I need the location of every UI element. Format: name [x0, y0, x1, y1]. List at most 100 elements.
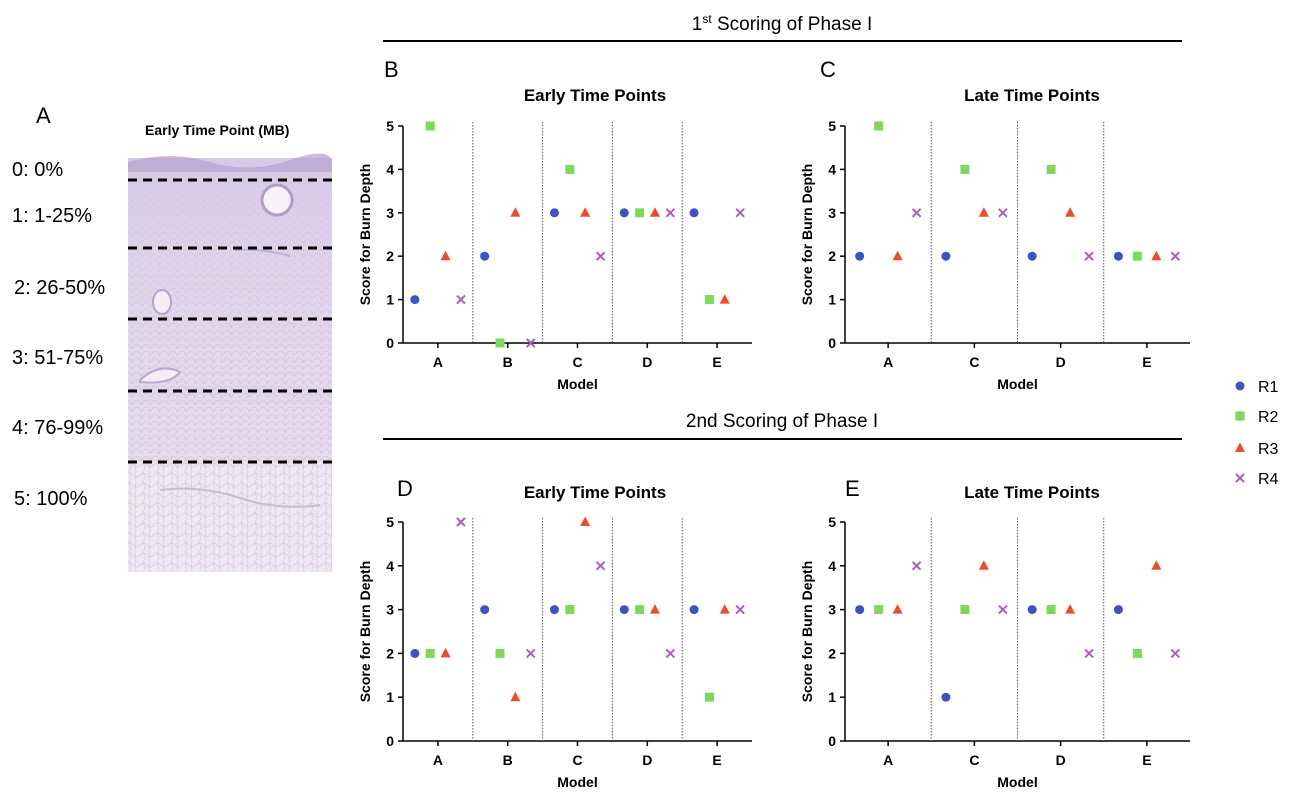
y-tick-label: 2 — [386, 248, 394, 264]
y-tick-label: 3 — [386, 602, 394, 618]
data-point-r3 — [1065, 604, 1076, 614]
data-point-r1 — [1027, 605, 1037, 615]
data-point-r4 — [526, 648, 536, 659]
legend-label: R4 — [1258, 471, 1279, 488]
legend-marker-cross — [1235, 473, 1245, 483]
data-point-r1 — [1113, 251, 1123, 261]
data-point-r1 — [941, 692, 951, 702]
data-point-r4 — [456, 517, 466, 527]
data-point-r3 — [892, 604, 903, 614]
x-tick-label: A — [433, 752, 443, 768]
panel-a: A Early Time Point (MB) 0: 0% 1: 1-25% 2: … — [12, 103, 332, 572]
data-point-r2 — [425, 648, 435, 658]
data-point-r4 — [911, 208, 922, 218]
x-tick-label: B — [503, 354, 513, 370]
data-point-r2 — [635, 605, 645, 615]
data-point-r2 — [1046, 605, 1056, 615]
data-point-r2 — [495, 648, 505, 658]
data-point-r4 — [665, 648, 676, 659]
data-point-r4 — [665, 208, 676, 218]
data-point-r2 — [425, 121, 435, 131]
y-tick-label: 5 — [386, 118, 394, 134]
y-tick-label: 4 — [386, 161, 394, 177]
y-tick-label: 4 — [828, 161, 836, 177]
burn-depth-level-label: 1: 1-25% — [12, 205, 92, 227]
y-tick-label: 5 — [386, 514, 394, 530]
y-tick-label: 1 — [386, 292, 394, 308]
data-point-r2 — [960, 164, 970, 174]
data-point-r4 — [1170, 251, 1181, 261]
legend-entry-r4: R4 — [1235, 471, 1279, 488]
x-tick-label: D — [642, 354, 652, 370]
data-point-r1 — [480, 605, 490, 615]
x-tick-label: C — [969, 752, 979, 768]
legend-entry-r2: R2 — [1235, 409, 1279, 426]
x-tick-label: E — [1142, 752, 1151, 768]
y-axis-label: Score for Burn Depth — [357, 561, 373, 703]
y-tick-label: 3 — [828, 205, 836, 221]
x-tick-label: C — [572, 752, 582, 768]
panel-a-letter: A — [36, 103, 51, 128]
x-tick-label: E — [712, 752, 721, 768]
data-point-r4 — [911, 561, 922, 571]
data-point-r4 — [595, 561, 606, 571]
chart-panel-d: D Early Time Points Score for Burn Depth Mo… — [357, 476, 752, 790]
data-point-r2 — [960, 605, 970, 615]
data-point-r1 — [410, 648, 420, 658]
burn-depth-level-label: 2: 26-50% — [14, 277, 105, 299]
y-tick-label: 4 — [386, 558, 394, 574]
x-tick-label: E — [712, 354, 721, 370]
data-point-r2 — [1132, 648, 1142, 658]
data-point-r2 — [874, 121, 884, 131]
burn-depth-level-label: 3: 51-75% — [12, 347, 103, 369]
data-point-r1 — [480, 251, 490, 261]
data-point-r1 — [689, 605, 699, 615]
legend-label: R3 — [1258, 441, 1279, 458]
data-point-r4 — [456, 294, 466, 305]
data-point-r3 — [649, 604, 660, 614]
legend-marker-circle — [1235, 381, 1245, 391]
y-tick-label: 2 — [828, 248, 836, 264]
y-tick-label: 0 — [386, 335, 394, 351]
y-tick-label: 5 — [828, 118, 836, 134]
data-point-r2 — [1132, 251, 1142, 261]
data-point-r4 — [1084, 648, 1094, 659]
y-tick-label: 2 — [828, 645, 836, 661]
data-point-r4 — [998, 208, 1008, 218]
x-tick-label: C — [969, 354, 979, 370]
depth-divider-lines — [128, 178, 332, 464]
y-tick-label: 0 — [386, 733, 394, 749]
y-tick-label: 1 — [386, 689, 394, 705]
x-tick-label: D — [1056, 752, 1066, 768]
data-point-r1 — [855, 251, 865, 261]
chart-panel-b: B Early Time Points Score for Burn Depth Mo… — [357, 57, 752, 392]
first-scoring-title: 1st Scoring of Phase I — [692, 12, 872, 35]
data-point-r3 — [1151, 560, 1162, 570]
data-point-r2 — [874, 605, 884, 615]
data-point-r1 — [941, 251, 951, 261]
data-point-r3 — [580, 207, 591, 217]
data-point-r3 — [510, 207, 521, 217]
y-tick-label: 3 — [828, 602, 836, 618]
data-point-r3 — [892, 250, 903, 261]
data-point-r4 — [998, 604, 1008, 615]
legend-label: R1 — [1258, 379, 1279, 396]
y-tick-label: 5 — [828, 514, 836, 530]
y-tick-label: 1 — [828, 689, 836, 705]
data-point-r2 — [495, 338, 505, 348]
x-tick-label: B — [503, 752, 513, 768]
panel-letter: D — [397, 476, 413, 501]
chart-title: Late Time Points — [964, 86, 1100, 105]
y-axis-label: Score for Burn Depth — [799, 561, 815, 703]
histology-image — [128, 153, 332, 572]
data-point-r2 — [565, 164, 575, 174]
data-point-r3 — [580, 516, 591, 526]
data-point-r2 — [1046, 164, 1056, 174]
data-point-r1 — [549, 605, 559, 615]
data-point-r3 — [1151, 250, 1162, 261]
data-point-r4 — [526, 338, 536, 348]
chart-panel-e: E Late Time Points Score for Burn Depth Mod… — [799, 476, 1190, 790]
data-point-r3 — [510, 691, 521, 702]
data-point-r2 — [635, 208, 645, 218]
data-point-r4 — [595, 251, 606, 261]
